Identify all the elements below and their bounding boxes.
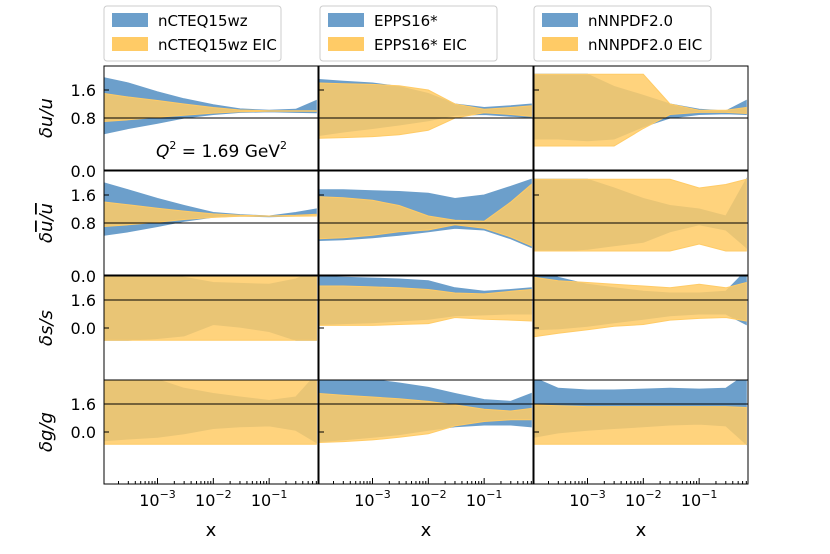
panel-r2-c2 <box>534 276 748 338</box>
band-eic <box>319 392 532 444</box>
legend-label: nNNPDF2.0 <box>588 12 673 30</box>
band-eic <box>534 178 747 252</box>
x-tick-label: 10−3 <box>569 488 606 510</box>
x-tick-label: 10−1 <box>466 488 503 510</box>
legend-label: EPPS16* <box>374 12 438 30</box>
panel-r0-c1 <box>319 78 533 139</box>
legend-box <box>533 5 712 62</box>
legend-label: EPPS16* EIC <box>374 36 467 54</box>
x-tick-label: 10−2 <box>625 488 662 510</box>
q2-annotation: Q2 = 1.69 GeV2 <box>156 139 287 162</box>
legend-swatch-eic <box>112 37 148 51</box>
panel-r1-c2 <box>534 177 748 252</box>
legend-swatch-baseline <box>542 13 578 27</box>
legends: nCTEQ15wz nCTEQ15wz EIC EPPS16* EPPS16* EIC… <box>103 5 712 62</box>
legend-label: nCTEQ15wz <box>158 12 248 30</box>
y-tick-label: 1.6 <box>71 186 96 205</box>
legend-label: nNNPDF2.0 EIC <box>588 36 702 54</box>
x-axis-label: x <box>636 520 647 541</box>
x-axis-label: x <box>206 520 217 541</box>
x-tick-label: 10−2 <box>410 488 447 510</box>
y-axis-label: δg/g <box>36 412 57 452</box>
x-tick-label: 10−3 <box>354 488 391 510</box>
panel-r1-c1 <box>319 178 533 249</box>
panel-r0-c2 <box>534 73 748 147</box>
panel-r2-c1 <box>319 276 533 326</box>
y-tick-label: 1.6 <box>71 291 96 310</box>
panel-r0-c0 <box>104 77 318 135</box>
legend-swatch-baseline <box>112 13 148 27</box>
legend-swatch-eic <box>542 37 578 51</box>
band-eic <box>104 92 317 123</box>
band-eic <box>534 276 747 338</box>
y-axis-label: δs/s <box>36 310 57 346</box>
y-tick-label: 0.0 <box>71 162 96 181</box>
legend-label: nCTEQ15wz EIC <box>158 36 277 54</box>
x-tick-label: 10−3 <box>139 488 176 510</box>
panel-r1-c0 <box>104 182 318 236</box>
x-tick-label: 10−1 <box>251 488 288 510</box>
panel-r3-c2 <box>534 380 748 446</box>
panel-r3-c1 <box>319 380 533 444</box>
x-tick-label: 10−2 <box>195 488 232 510</box>
band-eic <box>319 183 532 247</box>
band-eic <box>104 276 317 341</box>
band-baseline <box>104 77 317 135</box>
legend-swatch-baseline <box>328 13 364 27</box>
y-tick-label: 1.6 <box>71 81 96 100</box>
legend-box <box>319 5 498 62</box>
y-tick-label: 0.8 <box>71 214 96 233</box>
y-axis-label: δu/u <box>36 98 57 138</box>
band-eic <box>104 201 317 228</box>
panel-r3-c0 <box>104 380 318 445</box>
y-tick-label: 0.0 <box>71 267 96 286</box>
legend-swatch-eic <box>328 37 364 51</box>
legend-box <box>103 5 282 62</box>
panels: 1.6 0.8 0.0 1.6 0.8 0.0 1.6 0.0 1.6 0.0 10−3 10−2 10… <box>71 65 749 510</box>
y-axis-label: δu/u <box>36 203 57 243</box>
x-tick-label: 10−1 <box>681 488 718 510</box>
y-tick-label: 0.0 <box>71 319 96 338</box>
x-axis-label: x <box>421 520 432 541</box>
band-eic <box>534 404 747 445</box>
band-eic <box>319 285 532 326</box>
band-eic <box>104 380 317 445</box>
y-axis-labels: δu/u δu/u δs/s δg/g <box>36 98 57 452</box>
y-tick-label: 1.6 <box>71 395 96 414</box>
panel-r2-c0 <box>104 276 318 341</box>
y-tick-label: 0.8 <box>71 109 96 128</box>
band-eic <box>534 73 747 147</box>
y-tick-label: 0.0 <box>71 423 96 442</box>
band-eic <box>319 82 532 139</box>
